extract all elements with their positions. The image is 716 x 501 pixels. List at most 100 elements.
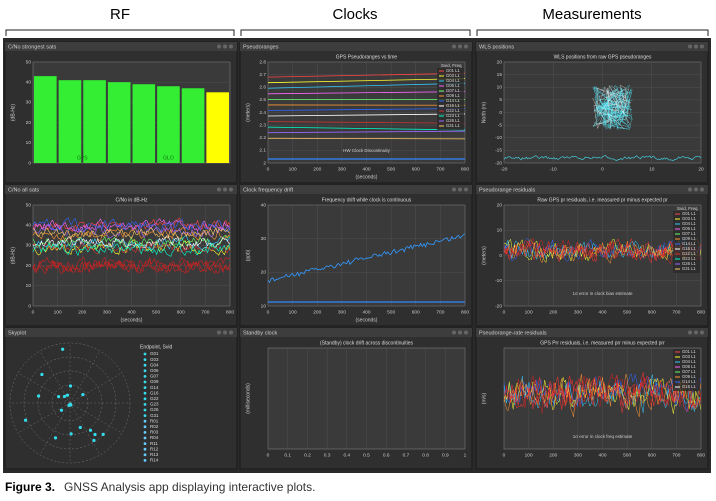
plot-trace	[267, 126, 466, 131]
plot-trace	[503, 375, 702, 412]
legend-entry: G16 L1	[682, 246, 696, 251]
x-tick-label: 1	[464, 452, 467, 458]
y-axis-label: (meters)	[481, 246, 487, 265]
panel-titlebar	[476, 185, 708, 194]
legend-entry: G26	[150, 407, 159, 412]
plot-note: HW Clock Discontinuity	[343, 148, 391, 153]
legend-entry: G22 L1	[446, 108, 460, 113]
x-tick-label: 600	[177, 309, 185, 315]
legend-entry: G09 L1	[682, 374, 696, 379]
y-axis-label: (dB-Hz)	[10, 247, 16, 265]
legend-entry: R11	[150, 441, 158, 446]
skyplot-spoke	[69, 372, 123, 404]
x-tick-label: 500	[623, 309, 631, 315]
plot-trace	[601, 103, 626, 125]
legend-entry: G03	[150, 357, 159, 362]
skyplot-spoke	[69, 350, 101, 404]
plot-trace	[267, 82, 466, 89]
x-tick-label: 700	[201, 309, 209, 315]
plot-trace	[267, 137, 466, 140]
skyplot-sat	[62, 394, 67, 399]
panel: Standby clock (Standby) clock drift acros…	[239, 327, 473, 470]
x-tick-label: 200	[313, 166, 321, 172]
y-tick-label: -20	[495, 303, 502, 309]
plot-trace	[503, 237, 702, 263]
plot-trace	[503, 373, 702, 414]
x-tick-label: 0	[267, 166, 270, 172]
plot-trace	[267, 91, 466, 95]
plot-trace	[605, 93, 626, 108]
skyplot-sat	[67, 403, 71, 407]
plot-note: 1σ error in clock freq estimate	[573, 434, 633, 439]
panel: Pseudorange-rate residuals GPS Prr residu…	[475, 327, 709, 470]
legend-marker	[143, 459, 147, 462]
plot-trace	[594, 92, 625, 110]
y-tick-label: 2.6	[259, 85, 266, 91]
legend-entry: G04	[150, 362, 159, 367]
x-tick-label: -10	[550, 166, 557, 172]
panel-button	[452, 44, 456, 49]
skyplot-sat	[65, 393, 70, 397]
legend-title: Svid, Freq	[677, 206, 698, 211]
panel-button	[464, 187, 468, 192]
legend-entry: G31	[150, 413, 159, 418]
x-tick-label: 10	[649, 166, 655, 172]
x-tick-label: 0.3	[324, 452, 331, 458]
column-header: RF	[110, 6, 130, 23]
skyplot-spoke	[69, 402, 101, 456]
skyplot-sat	[53, 436, 58, 440]
panel-button	[464, 44, 468, 49]
bar-group-label: GPS	[77, 155, 88, 161]
y-axis-label: (milliseconds)	[245, 383, 251, 414]
y-tick-label: 10	[261, 303, 267, 309]
plot-trace	[32, 217, 231, 233]
y-tick-label: 50	[26, 59, 32, 65]
y-tick-label: 0	[499, 253, 502, 259]
skyplot-sat	[37, 394, 41, 398]
plot-trace	[267, 78, 466, 84]
legend-entry: G06 L1	[682, 364, 696, 369]
legend-entry: R02	[150, 424, 159, 429]
plot-trace	[613, 85, 632, 100]
panel-button	[464, 330, 468, 335]
y-tick-label: 40	[26, 222, 32, 228]
x-tick-label: 0.4	[343, 452, 350, 458]
plot-trace	[503, 155, 702, 162]
plot-trace	[32, 217, 231, 233]
legend-entry: G01 L1	[682, 349, 696, 354]
header-brackets	[5, 29, 709, 36]
panel-bg	[4, 327, 238, 470]
y-tick-label: 2.8	[259, 59, 266, 65]
x-tick-label: 500	[387, 166, 395, 172]
plot-trace	[267, 108, 466, 111]
panel-title: C/No all sats	[8, 187, 39, 193]
plot-trace	[32, 256, 231, 275]
skyplot-sat	[101, 432, 105, 436]
y-tick-label: 10	[497, 85, 503, 91]
y-tick-label: 2.1	[259, 148, 266, 154]
x-tick-label: 100	[54, 309, 62, 315]
legend-entry: G22	[150, 396, 159, 401]
x-tick-label: 0	[267, 452, 270, 458]
legend-marker	[143, 436, 147, 440]
panel-title: Pseudorange-rate residuals	[479, 330, 547, 336]
legend-marker	[143, 403, 147, 406]
legend-marker	[143, 375, 147, 378]
panel-button	[700, 44, 704, 49]
x-tick-label: 100	[525, 309, 533, 315]
x-tick-label: 800	[697, 452, 705, 458]
bar	[181, 88, 205, 163]
panel-titlebar	[476, 42, 708, 51]
y-axis-label: (meters)	[245, 103, 251, 122]
y-tick-label: 20	[497, 202, 503, 208]
skyplot-sat	[61, 347, 65, 351]
y-tick-label: 2.4	[259, 110, 266, 116]
x-tick-label: 0.5	[363, 452, 370, 458]
legend-entry: G14	[150, 385, 159, 390]
y-tick-label: 20	[261, 270, 267, 276]
bar	[132, 84, 156, 163]
x-tick-label: 700	[436, 309, 444, 315]
legend-entry: R13	[150, 452, 159, 457]
panel: C/No strongest sats (dB-Hz) 0 10 20 30 40 50 GPS…	[4, 41, 238, 184]
